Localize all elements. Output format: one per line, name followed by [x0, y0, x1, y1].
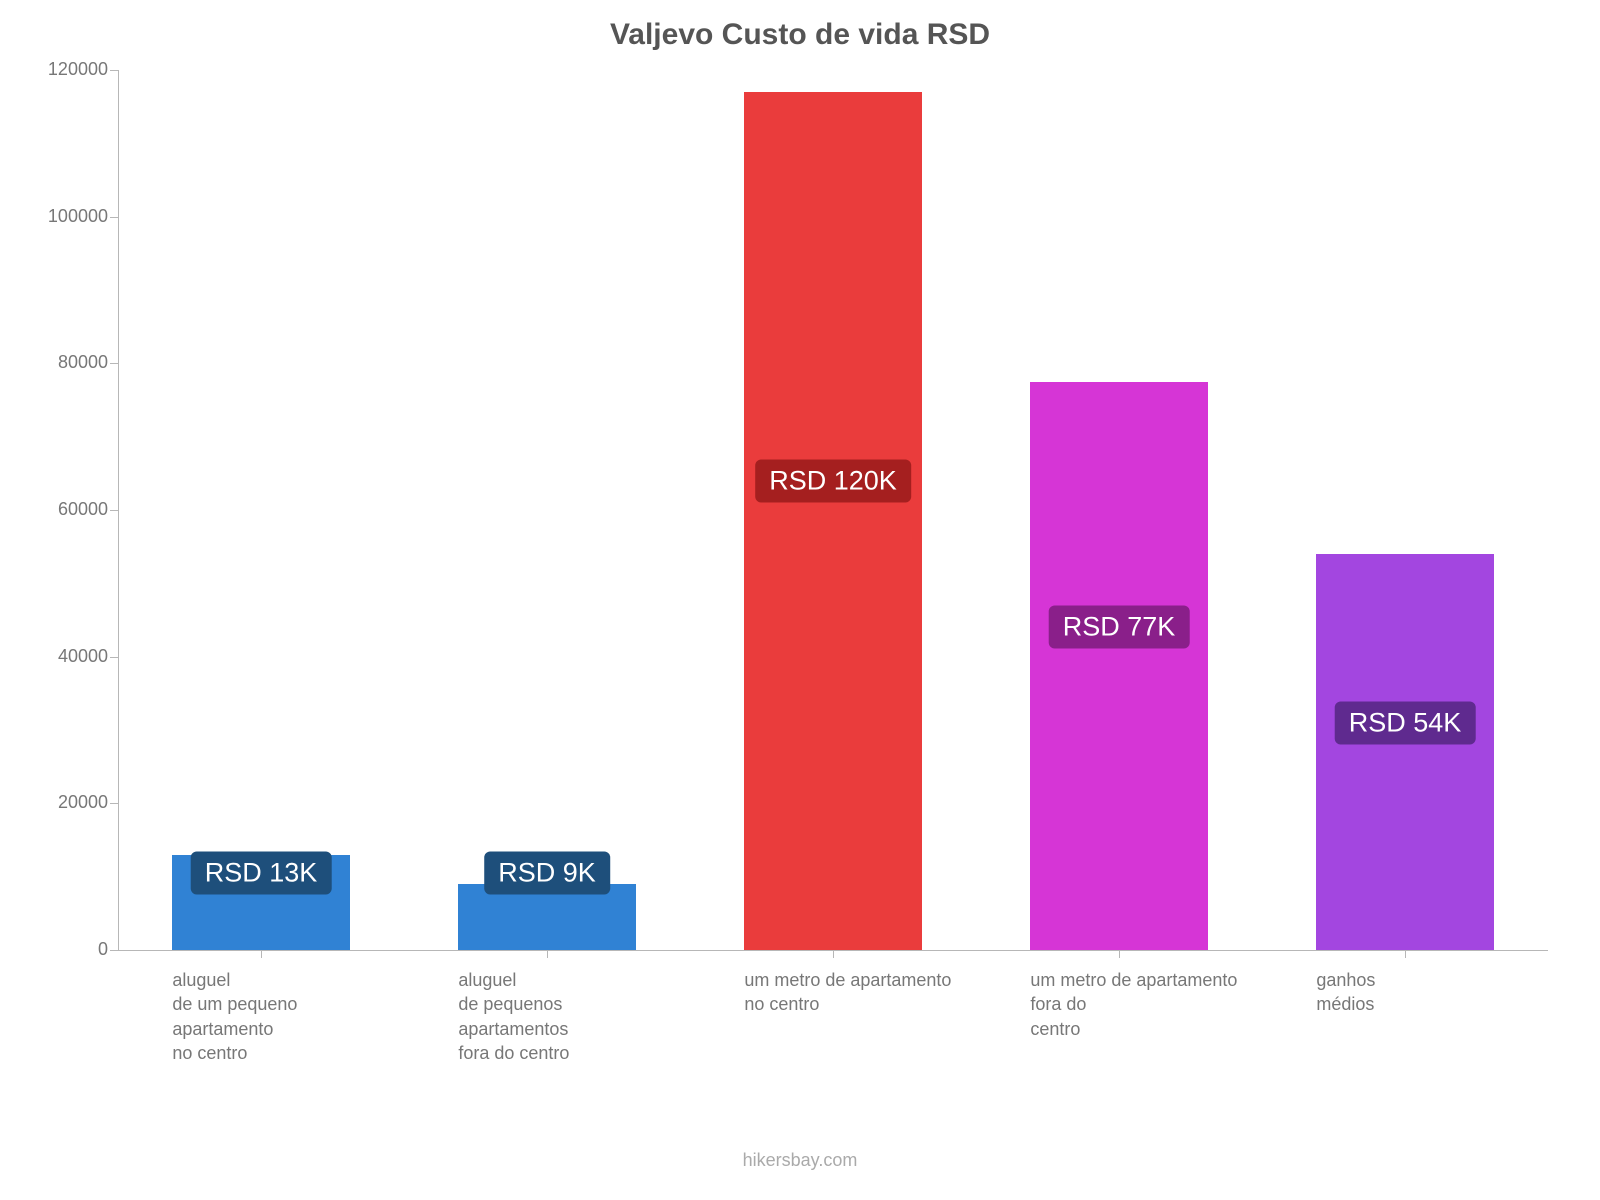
cost-of-living-chart: Valjevo Custo de vida RSD 02000040000600… [0, 0, 1600, 1200]
bar-value-label: RSD 13K [191, 852, 332, 895]
bar-value-label: RSD 120K [755, 459, 911, 502]
y-tick [110, 657, 118, 658]
chart-title: Valjevo Custo de vida RSD [0, 18, 1600, 52]
y-tick-label: 0 [8, 939, 108, 960]
x-tick [1119, 950, 1120, 958]
y-tick [110, 803, 118, 804]
bar [1030, 382, 1207, 950]
y-tick [110, 363, 118, 364]
y-tick-label: 40000 [8, 646, 108, 667]
y-tick [110, 70, 118, 71]
bar-value-label: RSD 77K [1049, 606, 1190, 649]
y-tick-label: 80000 [8, 352, 108, 373]
x-category-label: aluguel de pequenos apartamentos fora do… [458, 968, 730, 1065]
y-tick-label: 20000 [8, 792, 108, 813]
bar-value-label: RSD 9K [484, 852, 610, 895]
x-tick [261, 950, 262, 958]
y-tick-label: 60000 [8, 499, 108, 520]
plot-area: 020000400006000080000100000120000RSD 13K… [118, 70, 1548, 950]
x-category-label: um metro de apartamento fora do centro [1030, 968, 1302, 1041]
x-category-label: um metro de apartamento no centro [744, 968, 1016, 1017]
x-tick [1405, 950, 1406, 958]
bar [1316, 554, 1493, 950]
bar-value-label: RSD 54K [1335, 701, 1476, 744]
bar [744, 92, 921, 950]
y-tick [110, 950, 118, 951]
y-tick [110, 217, 118, 218]
y-tick-label: 120000 [8, 59, 108, 80]
x-tick [833, 950, 834, 958]
y-axis-line [118, 70, 119, 950]
credit-text: hikersbay.com [0, 1150, 1600, 1171]
x-category-label: aluguel de um pequeno apartamento no cen… [172, 968, 444, 1065]
y-tick [110, 510, 118, 511]
x-category-label: ganhos médios [1316, 968, 1588, 1017]
x-tick [547, 950, 548, 958]
y-tick-label: 100000 [8, 206, 108, 227]
